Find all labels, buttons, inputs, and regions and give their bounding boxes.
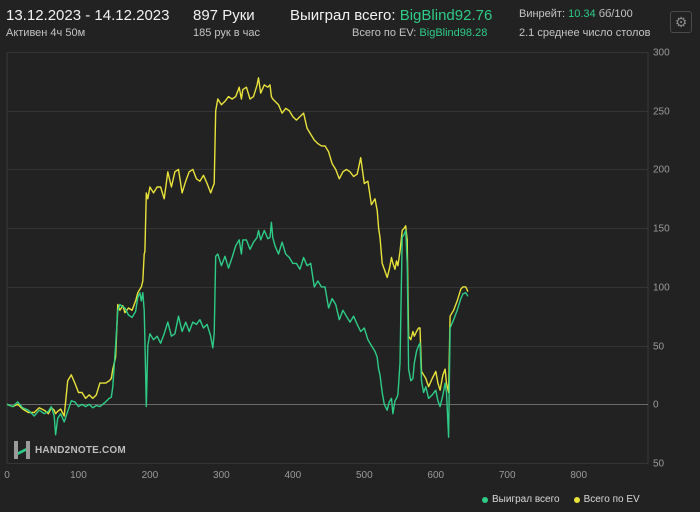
y-tick-label: 300: [653, 48, 670, 59]
ev-value: BigBlind98.28: [419, 27, 488, 39]
won-value: BigBlind92.76: [399, 7, 493, 24]
series-line-ev: [6, 77, 469, 417]
y-tick-label: 150: [653, 224, 670, 235]
winrate-unit: бб/100: [598, 8, 633, 20]
x-tick-label: 200: [142, 470, 159, 481]
y-tick-label: 50: [653, 459, 665, 470]
y-tick-label: 250: [653, 107, 670, 118]
x-tick-label: 100: [70, 470, 87, 481]
x-tick-label: 500: [356, 470, 373, 481]
x-tick-label: 600: [427, 470, 444, 481]
y-axis: 50 0 50 100 150 200 250 300: [653, 48, 670, 470]
ev-total: Всего по EV: BigBlind98.28: [352, 27, 487, 39]
legend-item-ev[interactable]: Всего по EV: [573, 494, 640, 505]
legend: Выиграл всего Всего по EV: [482, 494, 654, 505]
logo: HAND2NOTE.COM: [13, 440, 126, 460]
winrate: Винрейт: 10.34 бб/100: [519, 8, 633, 20]
series-line-won: [6, 221, 469, 438]
hands-per-hour: 185 рук в час: [193, 27, 261, 39]
hand2note-logo-icon: [14, 441, 30, 459]
grid: [6, 52, 649, 464]
legend-item-won[interactable]: Выиграл всего: [482, 494, 560, 505]
x-tick-label: 0: [4, 470, 10, 481]
active-time: Активен 4ч 50м: [6, 27, 86, 39]
y-tick-label: 100: [653, 283, 670, 294]
legend-swatch-ev: [573, 496, 580, 503]
legend-swatch-won: [482, 496, 488, 503]
series-lines: [6, 77, 469, 438]
y-tick-label: 50: [653, 342, 665, 353]
date-range: 13.12.2023 - 14.12.2023: [6, 7, 170, 24]
y-tick-label: 0: [653, 400, 659, 411]
avg-tables: 2.1 среднее число столов: [519, 27, 651, 39]
header: 13.12.2023 - 14.12.2023 Активен 4ч 50м 8…: [0, 0, 700, 48]
logo-text: HAND2NOTE.COM: [35, 444, 126, 456]
x-axis: 0 100 200 300 400 500 600 700 800: [4, 470, 587, 481]
x-tick-label: 300: [213, 470, 230, 481]
won-label: Выиграл всего:: [290, 7, 396, 24]
x-tick-label: 400: [284, 470, 301, 481]
won-total: Выиграл всего: BigBlind92.76: [290, 7, 492, 24]
y-tick-label: 200: [653, 165, 670, 176]
gear-icon[interactable]: ⚙: [670, 11, 692, 33]
x-tick-label: 700: [499, 470, 516, 481]
x-tick-label: 800: [570, 470, 587, 481]
winrate-value: 10.34: [568, 8, 596, 20]
hands-total: 897 Руки: [193, 7, 255, 24]
winrate-label: Винрейт:: [519, 8, 566, 20]
ev-label: Всего по EV:: [352, 27, 417, 39]
legend-label-ev: Всего по EV: [583, 494, 640, 505]
legend-label-won: Выиграл всего: [492, 494, 560, 505]
